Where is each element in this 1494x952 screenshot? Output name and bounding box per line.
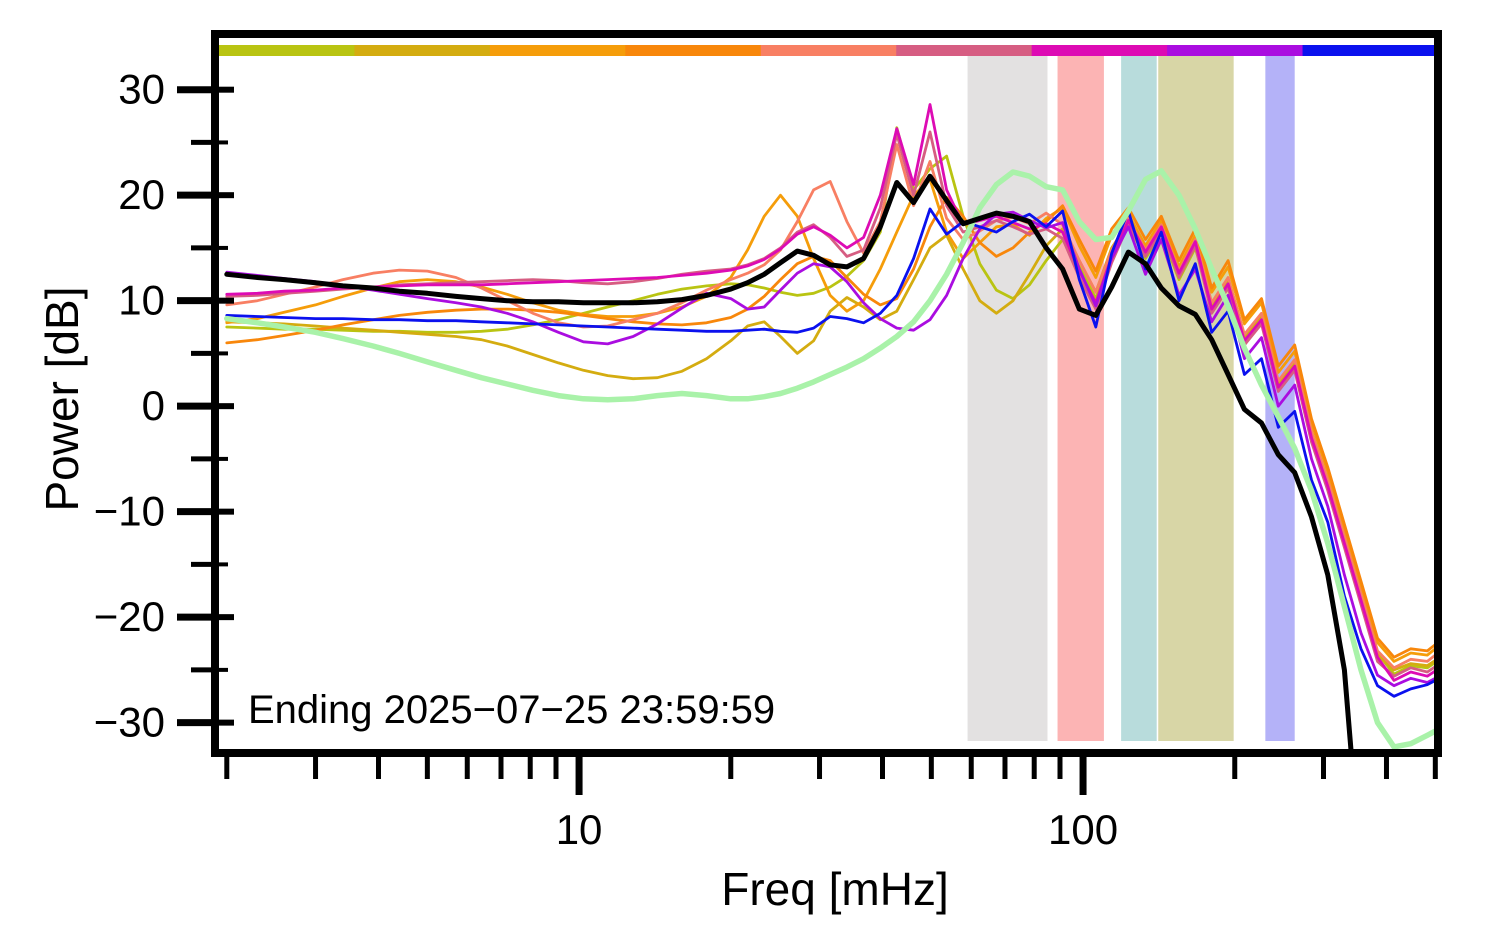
plot-frame [211,30,1442,757]
spectrum-violet-line [225,210,1434,688]
ticks-layer [177,86,1438,795]
spectrum-magenta-line [225,103,1434,682]
spectrum-yellowgreen-line [225,126,1434,676]
curves-layer [224,103,1434,749]
spectrum-rose-line [225,130,1434,678]
top-color-bar-segment-2-gold [354,45,491,56]
y-tick-label: 0 [142,382,165,429]
y-tick-label: −10 [94,488,165,535]
band-gray [967,56,1048,741]
top-color-bar-segment-4-darkorange [625,45,762,56]
mean-black-line [224,173,1354,749]
band-olive [1158,56,1234,741]
spectrum-salmon-line [225,143,1434,670]
top-color-bar-segment-9-blue [1302,45,1439,56]
y-tick-label: 30 [118,66,165,113]
top-color-bar-segment-3-orange [489,45,626,56]
y-tick-label: 10 [118,277,165,324]
top-color-bar-segment-5-salmon [760,45,897,56]
spectrum-orange-line [225,178,1434,663]
y-tick-label: −30 [94,699,165,746]
top-color-bar-segment-7-magenta [1031,45,1168,56]
band-teal [1121,56,1157,741]
x-tick-label: 10 [556,806,603,853]
top-color-bar-segment-1-yellowgreen [219,45,355,56]
y-tick-label: 20 [118,171,165,218]
y-axis-label: Power [dB] [36,286,88,512]
band-pink [1057,56,1104,741]
x-tick-label: 100 [1048,806,1118,853]
x-axis-label: Freq [mHz] [721,863,949,915]
ending-timestamp: Ending 2025−07−25 23:59:59 [248,688,776,732]
y-tick-label: −20 [94,593,165,640]
top-color-bar-segment-6-rose [896,45,1033,56]
spectrum-darkorange-line [225,195,1434,659]
top-color-bar-segment-8-violet [1167,45,1304,56]
reference-pale-green-line [224,168,1434,749]
